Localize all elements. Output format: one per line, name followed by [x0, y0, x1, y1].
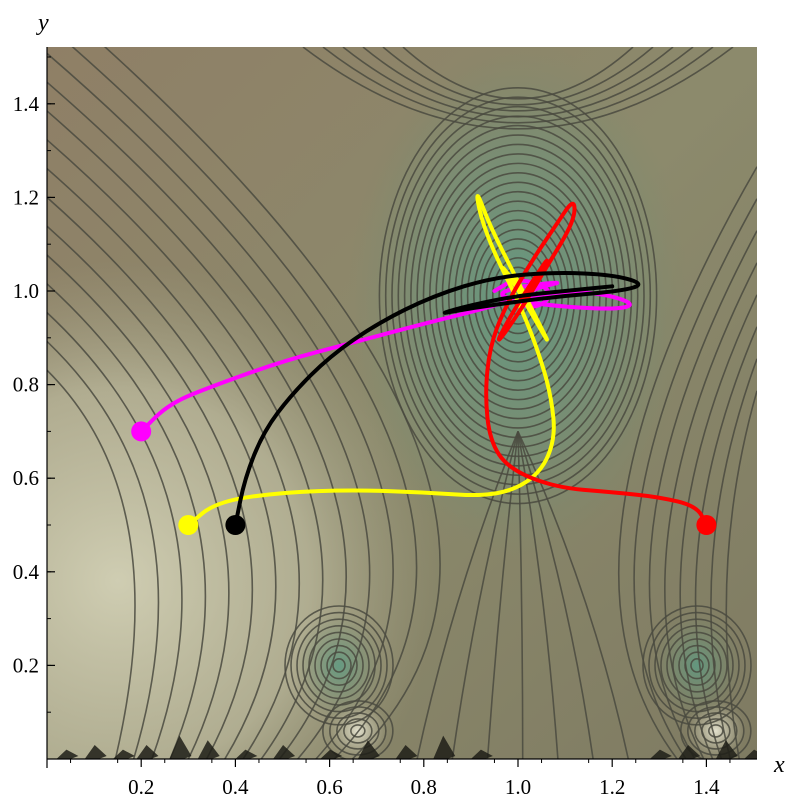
contour-light-1-1 [708, 724, 724, 738]
trajectory-2 [484, 201, 709, 527]
contour-left-7 [47, 167, 300, 759]
artifact-3 [136, 744, 159, 759]
y-axis-title: y [36, 10, 49, 36]
contour-top-2 [362, 47, 674, 112]
contour-small-0-1 [332, 658, 346, 673]
start-marker-2 [696, 515, 717, 535]
boundary-artifacts [56, 735, 757, 759]
artifact-7 [273, 744, 296, 759]
contour-small-0-7 [296, 618, 382, 713]
start-points [131, 421, 717, 535]
x-tick-label-2: 0.6 [316, 775, 342, 799]
contour-main-18 [403, 124, 633, 467]
contour-right-3 [679, 294, 757, 759]
y-tick-label-6: 1.4 [13, 92, 40, 116]
artifact-10 [395, 744, 418, 759]
contour-right-7 [617, 166, 757, 759]
y-tick-label-4: 1.0 [13, 279, 39, 303]
contour-top-0 [402, 47, 634, 100]
contour-fan-0 [416, 431, 519, 759]
y-tick-label-5: 1.2 [13, 185, 39, 209]
x-tick-label-3: 0.8 [411, 775, 437, 799]
x-tick-label-5: 1.2 [599, 775, 625, 799]
contour-small-1-7 [654, 618, 740, 713]
contour-right-0 [725, 390, 757, 759]
contour-right-4 [664, 262, 757, 759]
trajectories [139, 194, 709, 527]
artifact-2 [112, 749, 135, 759]
contour-left-2 [47, 312, 183, 759]
contour-main-22 [378, 86, 658, 505]
contour-left-6 [47, 196, 277, 759]
contour-fan-1 [451, 431, 519, 759]
contour-top-3 [342, 47, 694, 118]
contour-light-1-3 [694, 712, 738, 750]
artifact-1 [84, 744, 107, 759]
contour-top-1 [382, 47, 654, 106]
contour-light-1-4 [687, 706, 745, 756]
artifact-9 [357, 740, 380, 759]
contour-small-1-9 [642, 605, 752, 726]
contour-fan-2 [486, 431, 519, 759]
artifact-8 [320, 749, 343, 759]
contour-left-9 [47, 110, 347, 759]
contour-light-0-4 [329, 706, 387, 756]
start-marker-0 [131, 421, 152, 442]
artifact-5 [197, 740, 220, 759]
x-tick-label-1: 0.4 [222, 775, 249, 799]
contour-top-5 [302, 47, 734, 130]
contour-left-0 [47, 369, 136, 759]
contour-small-0-8 [290, 611, 388, 720]
contour-left-1 [47, 340, 160, 759]
y-tick-label-3: 0.8 [13, 373, 39, 397]
artifact-4 [169, 735, 192, 759]
start-marker-1 [178, 515, 199, 535]
contour-left-3 [47, 283, 207, 759]
artifact-14 [678, 744, 701, 759]
contour-fan-5 [517, 431, 594, 759]
contour-light-0-1 [350, 724, 366, 738]
contour-left-11 [47, 52, 394, 759]
contour-left-8 [47, 139, 324, 759]
contour-small-0-3 [320, 644, 358, 687]
axes [46, 47, 757, 768]
contour-top-4 [322, 47, 714, 124]
y-tick-label-2: 0.6 [13, 466, 39, 490]
artifact-11 [433, 735, 456, 759]
small-well-shading-1 [651, 610, 742, 721]
start-marker-3 [225, 515, 246, 535]
artifact-6 [235, 749, 258, 759]
y-tick-label-0: 0.2 [13, 653, 39, 677]
y-tick-label-1: 0.4 [13, 560, 40, 584]
contour-right-2 [694, 326, 757, 759]
artifact-12 [470, 749, 493, 759]
contour-right-6 [633, 198, 757, 759]
contour-light-0-2 [343, 718, 373, 744]
x-tick-label-6: 1.4 [693, 775, 720, 799]
trajectory-3 [233, 271, 641, 527]
contour-fan-3 [517, 431, 524, 759]
artifact-13 [649, 749, 672, 759]
x-axis-title: x [773, 752, 785, 778]
x-tick-label-0: 0.2 [128, 775, 154, 799]
artifact-0 [56, 749, 79, 759]
artifact-15 [715, 740, 738, 759]
contour-small-0-9 [284, 605, 394, 726]
contour-main-21 [384, 96, 652, 495]
contour-small-0-2 [326, 651, 352, 680]
contour-left-13 [103, 47, 441, 759]
x-ticks: 0.2 0.4 0.6 0.8 1.0 1.2 1.4 [70, 759, 731, 799]
contour-left-12 [71, 47, 418, 759]
x-tick-label-4: 1.0 [505, 775, 531, 799]
contour-left-10 [47, 81, 371, 759]
contour-small-1-8 [648, 611, 746, 720]
y-ticks: 0.2 0.4 0.6 0.8 1.0 1.2 1.4 [13, 56, 55, 713]
contour-right-5 [648, 230, 757, 759]
contour-right-1 [710, 358, 757, 759]
plot-area [47, 47, 757, 759]
artifact-16 [744, 749, 757, 759]
contour-small-1-1 [690, 658, 704, 673]
trajectory-1 [186, 194, 556, 527]
